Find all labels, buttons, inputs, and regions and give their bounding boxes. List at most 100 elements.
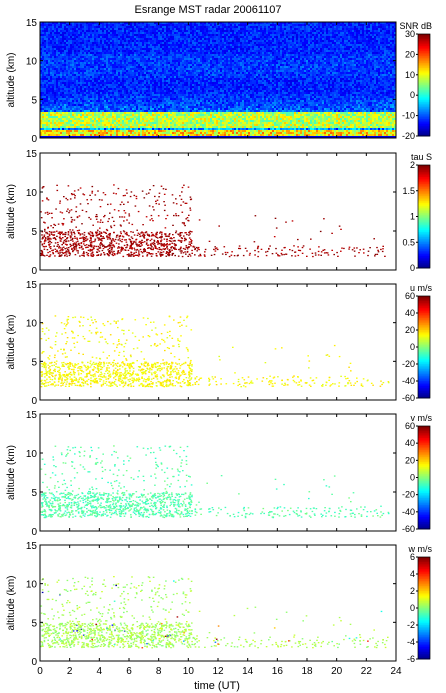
heat-cell [204,56,206,58]
heat-cell [56,132,58,134]
heat-cell [82,96,84,98]
heat-cell [44,68,46,70]
heat-cell [52,46,54,48]
heat-cell [58,100,60,102]
heat-cell [172,130,174,132]
heat-cell [78,42,80,44]
heat-cell [136,122,138,124]
heat-cell [56,60,58,62]
heat-cell [208,98,210,100]
heat-cell [100,24,102,26]
heat-cell [200,40,202,42]
heat-cell [124,38,126,40]
heat-cell [126,76,128,78]
heat-cell [94,38,96,40]
heat-cell [82,50,84,52]
heat-cell [134,102,136,104]
heat-cell [52,74,54,76]
heat-cell [80,96,82,98]
chart-title: Esrange MST radar 20061107 [135,4,282,16]
heat-cell [76,72,78,74]
heat-cell [82,114,84,116]
heat-cell [154,122,156,124]
heat-cell [126,134,128,136]
heat-cell [68,48,70,50]
heat-cell [206,118,208,120]
heat-cell [108,86,110,88]
heat-cell [206,132,208,134]
heat-cell [130,112,132,114]
heat-cell [210,94,212,96]
heat-cell [50,56,52,58]
heat-cell [136,136,138,138]
heat-cell [134,112,136,114]
heat-cell [140,130,142,132]
heat-cell [78,116,80,118]
heat-cell [54,90,56,92]
heat-cell [74,106,76,108]
heat-cell [136,70,138,72]
heat-cell [168,74,170,76]
heat-cell [174,132,176,134]
heat-cell [76,56,78,58]
heat-cell [74,110,76,112]
heat-cell [152,122,154,124]
heat-cell [112,82,114,84]
heat-cell [134,64,136,66]
heat-cell [194,96,196,98]
heat-cell [42,110,44,112]
heat-cell [146,58,148,60]
heat-cell [156,42,158,44]
heat-cell [162,30,164,32]
heat-cell [64,110,66,112]
heat-cell [138,78,140,80]
heat-cell [98,120,100,122]
heat-cell [118,86,120,88]
heat-cell [78,34,80,36]
heat-cell [52,122,54,124]
heat-cell [116,78,118,80]
heat-cell [62,108,64,110]
heat-cell [184,78,186,80]
heat-cell [136,86,138,88]
heat-cell [204,46,206,48]
heat-cell [142,22,144,24]
heat-cell [58,54,60,56]
heat-cell [90,70,92,72]
heat-cell [82,40,84,42]
heat-cell [150,128,152,130]
heat-cell [102,62,104,64]
heat-cell [112,80,114,82]
heat-cell [148,26,150,28]
heat-cell [144,100,146,102]
heat-cell [124,122,126,124]
heat-cell [186,32,188,34]
heat-cell [164,44,166,46]
heat-cell [60,50,62,52]
heat-cell [64,68,66,70]
heat-cell [132,62,134,64]
heat-cell [210,128,212,130]
heat-cell [64,38,66,40]
heat-cell [132,32,134,34]
heat-cell [200,94,202,96]
heat-cell [60,40,62,42]
heat-cell [90,46,92,48]
heat-cell [136,102,138,104]
heat-cell [212,26,214,28]
heat-cell [112,62,114,64]
heat-cell [126,44,128,46]
heat-cell [44,92,46,94]
heat-cell [186,108,188,110]
heat-cell [136,72,138,74]
heat-cell [86,52,88,54]
heat-cell [96,76,98,78]
heat-cell [128,60,130,62]
heat-cell [112,86,114,88]
heat-cell [130,86,132,88]
heat-cell [124,70,126,72]
heat-cell [148,132,150,134]
heat-cell [98,110,100,112]
heat-cell [56,74,58,76]
heat-cell [64,64,66,66]
